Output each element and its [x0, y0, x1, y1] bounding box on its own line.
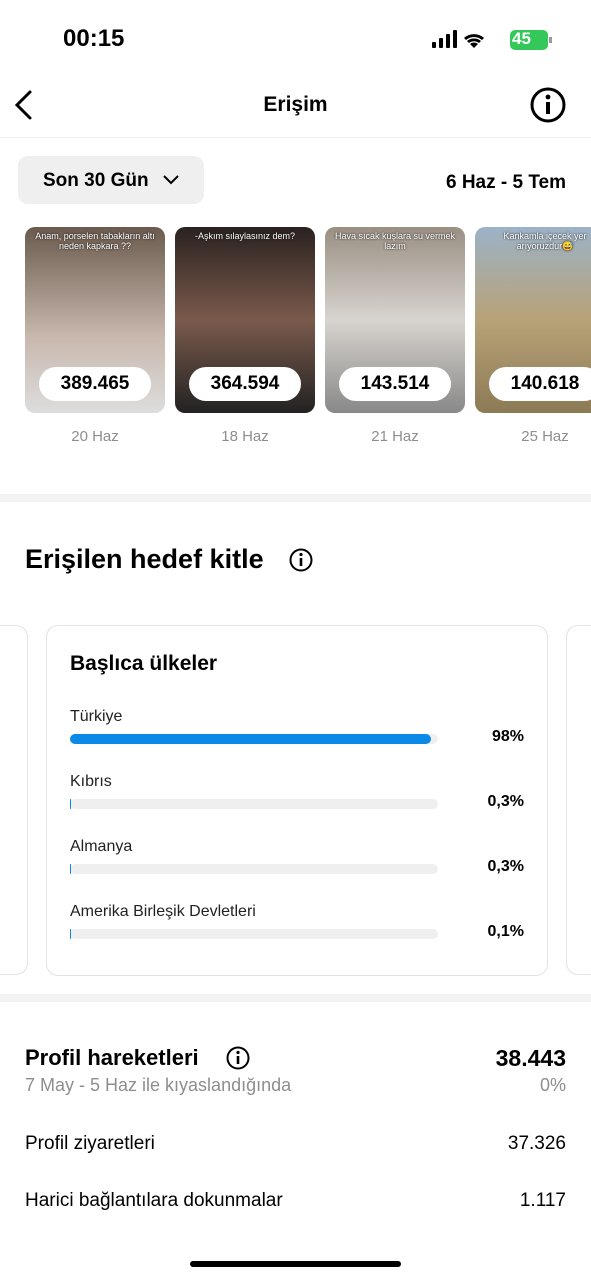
card-title: Başlıca ülkeler: [70, 652, 218, 675]
post-thumbnail[interactable]: Kankamla içecek yer arıyoruzdur😅 140.618: [475, 227, 591, 413]
reach-count: 389.465: [39, 367, 151, 401]
country-percent: 0,3%: [487, 793, 524, 810]
post-thumbnail[interactable]: Hava sıcak kuşlara su vermek lazım 143.51…: [325, 227, 465, 413]
change: 0%: [539, 1075, 566, 1095]
country-percent: 98%: [491, 728, 524, 745]
next-card[interactable]: [566, 625, 591, 975]
bar-track: [70, 929, 438, 939]
row-label: Harici bağlantılara dokunmalar: [25, 1190, 283, 1211]
post-date: 20 Haz: [71, 428, 119, 445]
post-caption: -Aşkım sılaylasınız dem?: [194, 231, 296, 241]
bar: [70, 734, 431, 744]
post-caption: Anam, porselen tabakların altı neden kap…: [35, 231, 155, 251]
bar: [70, 799, 72, 809]
status-time: 00:15: [63, 25, 125, 52]
row-label: Profil ziyaretleri: [25, 1133, 155, 1154]
country-name: Türkiye: [70, 708, 123, 725]
bar-track: [70, 734, 438, 744]
section-title: Erişilen hedef kitle: [25, 544, 264, 574]
reach-count: 364.594: [189, 367, 301, 401]
info-icon[interactable]: [288, 547, 314, 573]
separator: [0, 494, 591, 502]
post-caption: Hava sıcak kuşlara su vermek lazım: [334, 231, 456, 251]
separator: [0, 994, 591, 1002]
date-range: 6 Haz - 5 Tem: [445, 172, 566, 193]
country-name: Almanya: [70, 838, 133, 855]
post-thumbnail[interactable]: -Aşkım sılaylasınız dem? 364.594: [175, 227, 315, 413]
status-icons: [432, 30, 552, 50]
bar-track: [70, 799, 438, 809]
profile-total: 38.443: [495, 1045, 566, 1071]
post-date: 21 Haz: [371, 428, 419, 445]
period-dropdown[interactable]: Son 30 Gün: [18, 156, 204, 204]
page-title: Erişim: [263, 93, 328, 116]
country-percent: 0,1%: [487, 923, 524, 940]
info-icon[interactable]: [225, 1045, 251, 1071]
bar-track: [70, 864, 438, 874]
row-value: 37.326: [507, 1133, 566, 1154]
post-date: 25 Haz: [521, 428, 569, 445]
countries-card: Başlıca ülkeler Türkiye 98% Kıbrıs 0,3% Alma…: [46, 625, 548, 976]
post-thumbnail[interactable]: Anam, porselen tabakların altı neden kap…: [25, 227, 165, 413]
prev-card[interactable]: [0, 625, 28, 975]
info-button[interactable]: [529, 86, 567, 124]
chevron: [163, 175, 179, 185]
battery-level: 45: [512, 29, 531, 48]
country-name: Amerika Birleşik Devletleri: [70, 903, 256, 920]
bar: [70, 864, 72, 874]
country-name: Kıbrıs: [70, 773, 112, 790]
divider: [0, 137, 591, 138]
country-percent: 0,3%: [487, 858, 524, 875]
reach-count: 140.618: [489, 367, 591, 401]
post-date: 18 Haz: [221, 428, 269, 445]
back-button[interactable]: [10, 88, 40, 122]
post-caption: Kankamla içecek yer arıyoruzdur😅: [503, 231, 587, 251]
row-value: 1.117: [519, 1190, 566, 1211]
home-indicator: [190, 1261, 401, 1267]
comparison: 7 May - 5 Haz ile kıyaslandığında: [25, 1075, 292, 1095]
profile-title: Profil hareketleri: [25, 1045, 199, 1070]
reach-count: 143.514: [339, 367, 451, 401]
period-label: Son 30 Gün: [43, 170, 149, 191]
